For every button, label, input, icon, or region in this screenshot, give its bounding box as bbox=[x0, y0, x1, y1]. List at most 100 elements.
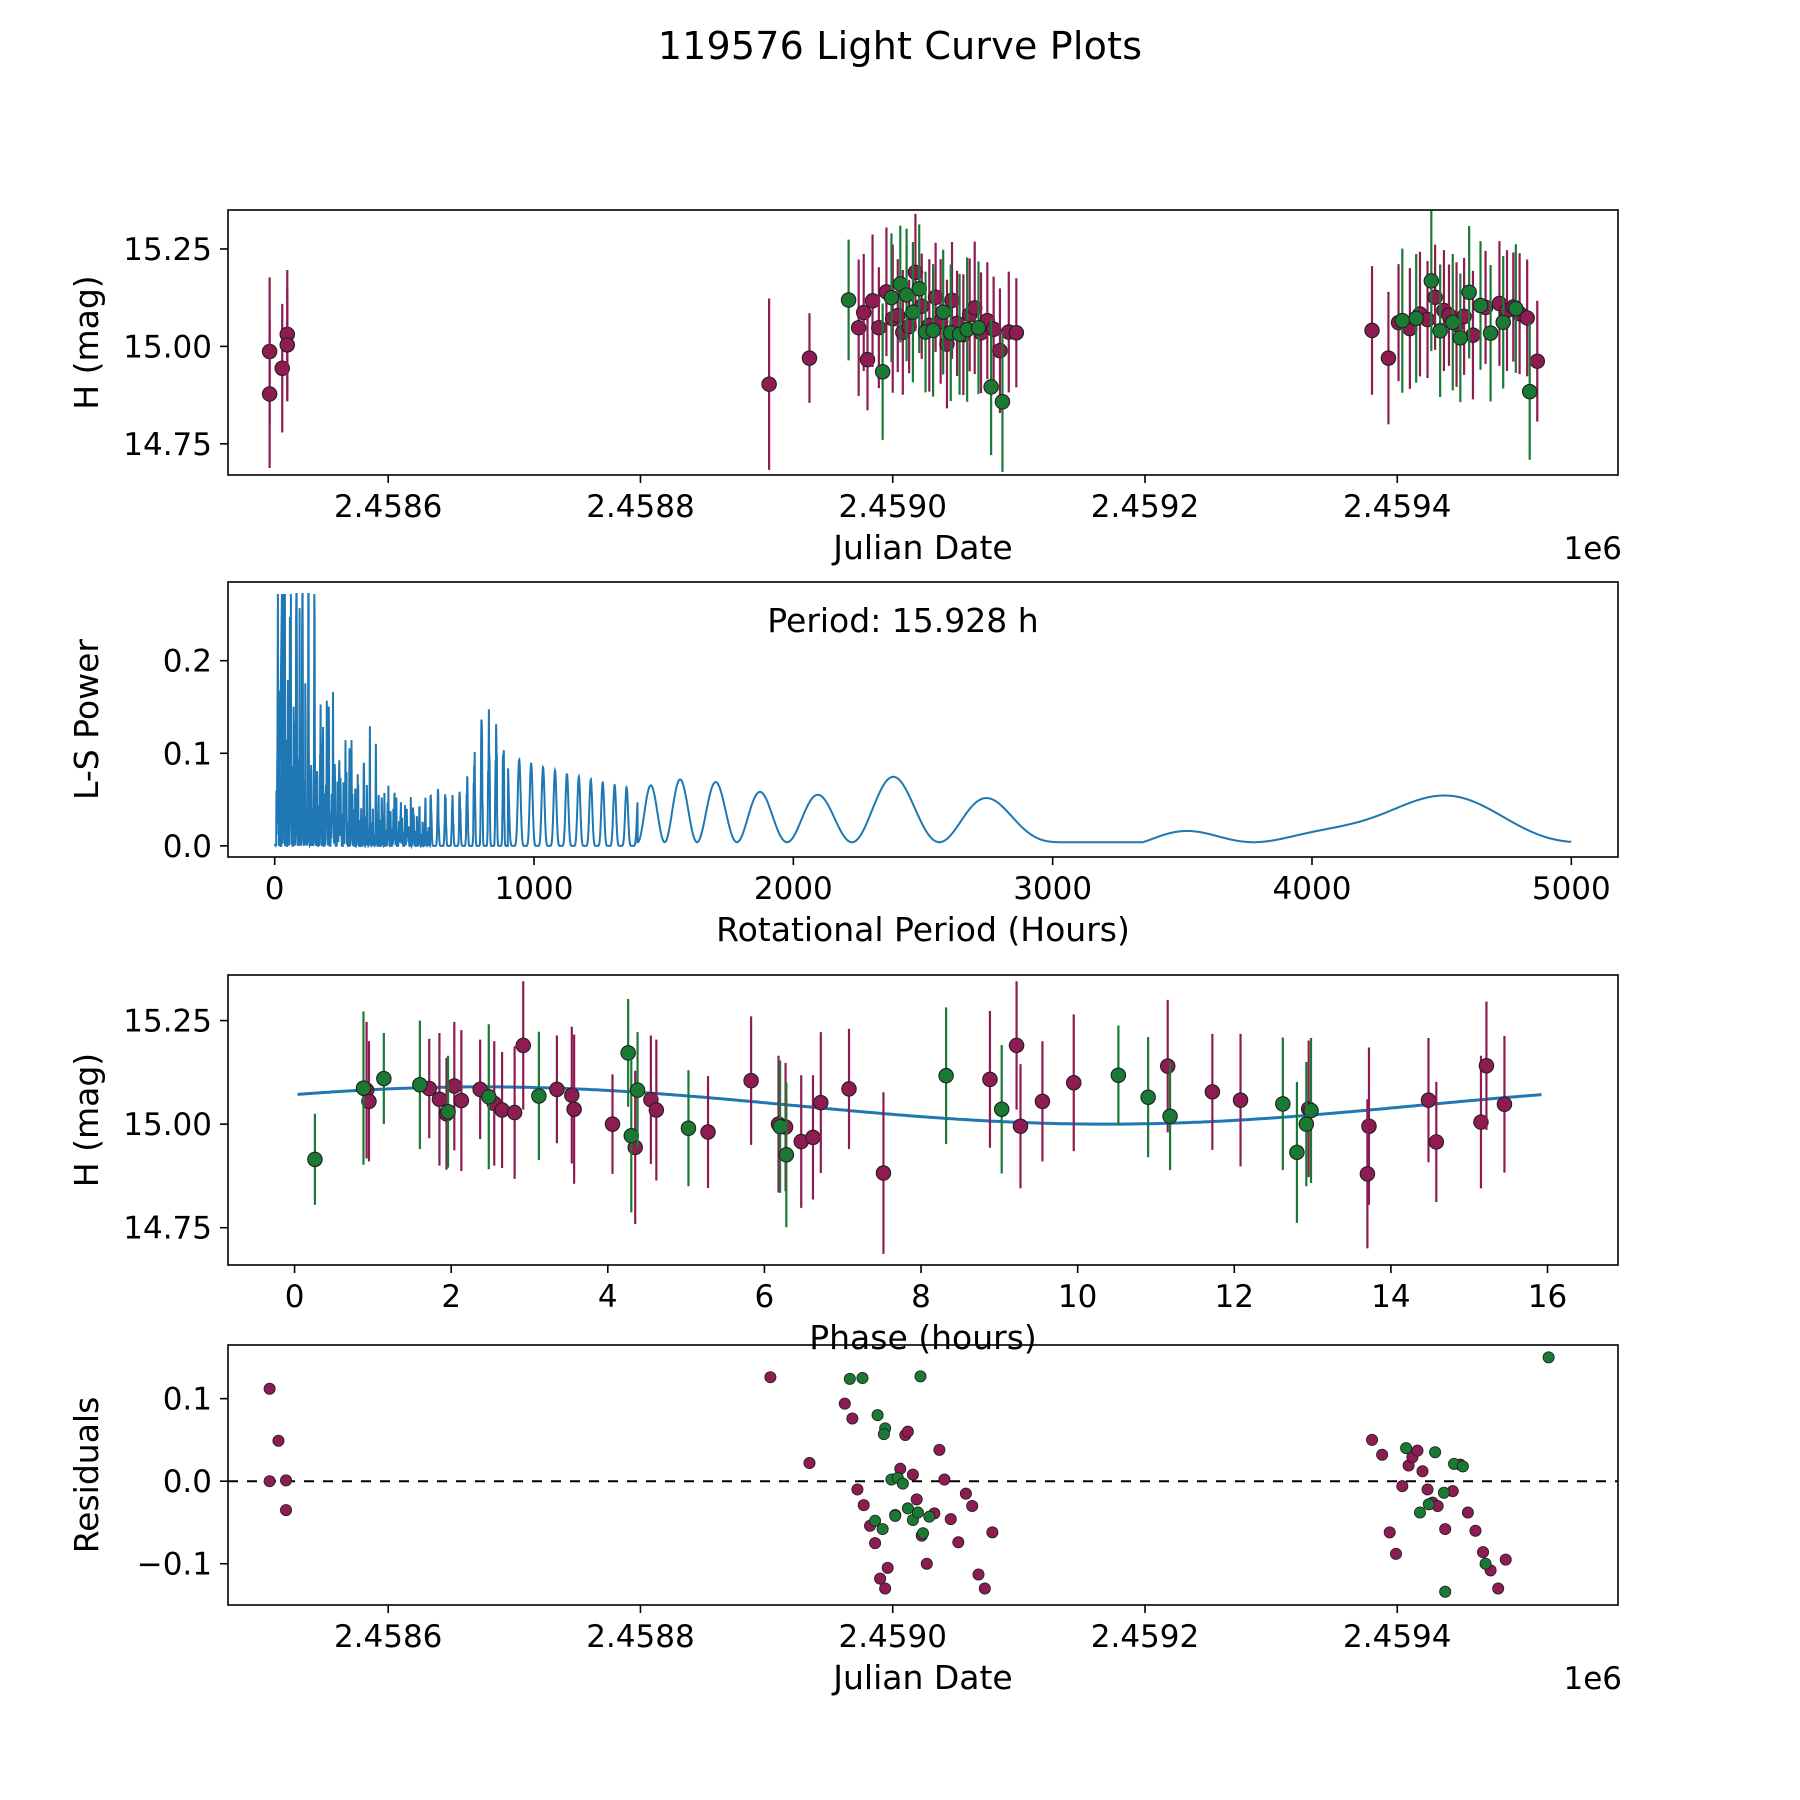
data-point bbox=[840, 292, 857, 308]
periodogram-peak bbox=[277, 594, 287, 846]
data-point bbox=[841, 1081, 857, 1097]
residual-point bbox=[906, 1468, 919, 1481]
data-point bbox=[1508, 300, 1524, 317]
data-point bbox=[1465, 327, 1481, 343]
lightcurve-ytick-label: 15.25 bbox=[123, 232, 212, 268]
data-point bbox=[1034, 1093, 1051, 1110]
residual-point bbox=[952, 1536, 965, 1549]
residual-point bbox=[896, 1477, 909, 1490]
residual-point bbox=[1456, 1460, 1469, 1473]
data-point bbox=[1232, 1092, 1249, 1108]
residual-point bbox=[856, 1372, 869, 1385]
data-point bbox=[604, 1116, 621, 1132]
residual-point bbox=[933, 1443, 946, 1456]
residual-point bbox=[869, 1514, 882, 1527]
data-point bbox=[992, 342, 1008, 359]
residual-point bbox=[803, 1457, 816, 1470]
data-point bbox=[307, 1151, 323, 1168]
data-point bbox=[905, 304, 921, 320]
lightcurve-xaxis-title: Julian Date bbox=[831, 528, 1013, 567]
residual-point bbox=[263, 1475, 276, 1488]
data-point bbox=[970, 319, 987, 336]
data-point bbox=[1065, 1074, 1082, 1091]
data-point bbox=[1452, 330, 1469, 346]
data-point bbox=[1461, 284, 1477, 300]
residual-point bbox=[764, 1371, 777, 1384]
data-point bbox=[261, 386, 278, 402]
residuals-ytick-label: 0.1 bbox=[163, 1382, 212, 1418]
residual-point bbox=[851, 1483, 864, 1496]
residual-point bbox=[879, 1582, 892, 1595]
periodogram-axes-frame bbox=[227, 581, 1619, 858]
data-point bbox=[566, 1101, 582, 1117]
data-point bbox=[1204, 1084, 1221, 1100]
residual-point bbox=[280, 1474, 293, 1487]
residual-point bbox=[1437, 1486, 1450, 1499]
data-point bbox=[564, 1087, 580, 1103]
data-point bbox=[907, 264, 924, 281]
residual-point bbox=[901, 1502, 914, 1515]
data-point bbox=[993, 1101, 1010, 1117]
residuals-xtick-label: 2.4594 bbox=[1343, 1619, 1451, 1655]
phase-folded-xtick-label: 14 bbox=[1371, 1279, 1410, 1315]
residual-point bbox=[911, 1506, 924, 1519]
residual-point bbox=[944, 1513, 957, 1526]
periodogram-xtick-label: 4000 bbox=[1273, 871, 1352, 907]
data-point bbox=[440, 1103, 456, 1120]
residuals-xtick-label: 2.4590 bbox=[838, 1619, 946, 1655]
data-point bbox=[1008, 325, 1025, 341]
lightcurve-ytick-label: 15.00 bbox=[123, 329, 212, 365]
residuals-xaxis-title: Julian Date bbox=[831, 1658, 1013, 1697]
residuals-xtick-label: 2.4586 bbox=[334, 1619, 442, 1655]
residual-point bbox=[889, 1509, 902, 1522]
lightcurve-xtick-label: 2.4586 bbox=[334, 489, 442, 525]
residual-point bbox=[838, 1397, 851, 1410]
phase-folded-xtick-label: 2 bbox=[441, 1279, 461, 1315]
residuals-xtick-label: 2.4588 bbox=[586, 1619, 694, 1655]
data-point bbox=[1519, 310, 1535, 326]
data-point bbox=[1445, 314, 1461, 330]
residual-point bbox=[272, 1434, 285, 1447]
phase-folded-xtick-label: 16 bbox=[1528, 1279, 1567, 1315]
data-point bbox=[1012, 1118, 1029, 1134]
residual-point bbox=[986, 1526, 999, 1539]
data-point bbox=[1162, 1108, 1178, 1125]
phase-folded-xtick-label: 10 bbox=[1058, 1279, 1097, 1315]
residual-point bbox=[1411, 1444, 1424, 1457]
residual-point bbox=[1376, 1448, 1389, 1461]
residuals-yaxis-title: Residuals bbox=[67, 1397, 106, 1554]
residual-point bbox=[1542, 1351, 1555, 1364]
residual-point bbox=[1499, 1553, 1512, 1566]
data-point bbox=[1289, 1144, 1305, 1161]
data-point bbox=[1159, 1058, 1176, 1074]
periodogram-xtick-label: 3000 bbox=[1013, 871, 1092, 907]
residuals-series-series_b bbox=[843, 1351, 1555, 1598]
data-point bbox=[871, 319, 887, 336]
data-point bbox=[743, 1072, 759, 1089]
sinusoid-fit-curve bbox=[297, 1085, 1542, 1126]
residual-point bbox=[869, 1537, 882, 1550]
lightcurve-xtick-label: 2.4594 bbox=[1343, 489, 1451, 525]
periodogram-xaxis-title: Rotational Period (Hours) bbox=[716, 910, 1130, 949]
residuals-ytick-label: −0.1 bbox=[137, 1547, 212, 1583]
data-point bbox=[506, 1104, 523, 1121]
residual-point bbox=[877, 1428, 890, 1441]
data-point bbox=[700, 1124, 716, 1140]
residual-point bbox=[1429, 1446, 1442, 1459]
lightcurve-ytick-label: 14.75 bbox=[123, 427, 212, 463]
data-point bbox=[1394, 312, 1411, 329]
residual-point bbox=[1421, 1483, 1434, 1496]
data-point bbox=[1432, 323, 1448, 339]
periodogram-xtick-label: 2000 bbox=[754, 871, 833, 907]
periodogram-xtick-label: 5000 bbox=[1532, 871, 1611, 907]
lightcurve-xaxis-offset: 1e6 bbox=[1563, 531, 1622, 567]
residual-point bbox=[1390, 1547, 1403, 1560]
data-point bbox=[623, 1127, 640, 1144]
residual-point bbox=[1366, 1433, 1379, 1446]
data-point bbox=[778, 1147, 795, 1163]
data-point bbox=[1361, 1118, 1377, 1134]
residual-point bbox=[263, 1382, 276, 1395]
lightcurve-xtick-label: 2.4590 bbox=[838, 489, 946, 525]
data-point bbox=[850, 319, 867, 336]
